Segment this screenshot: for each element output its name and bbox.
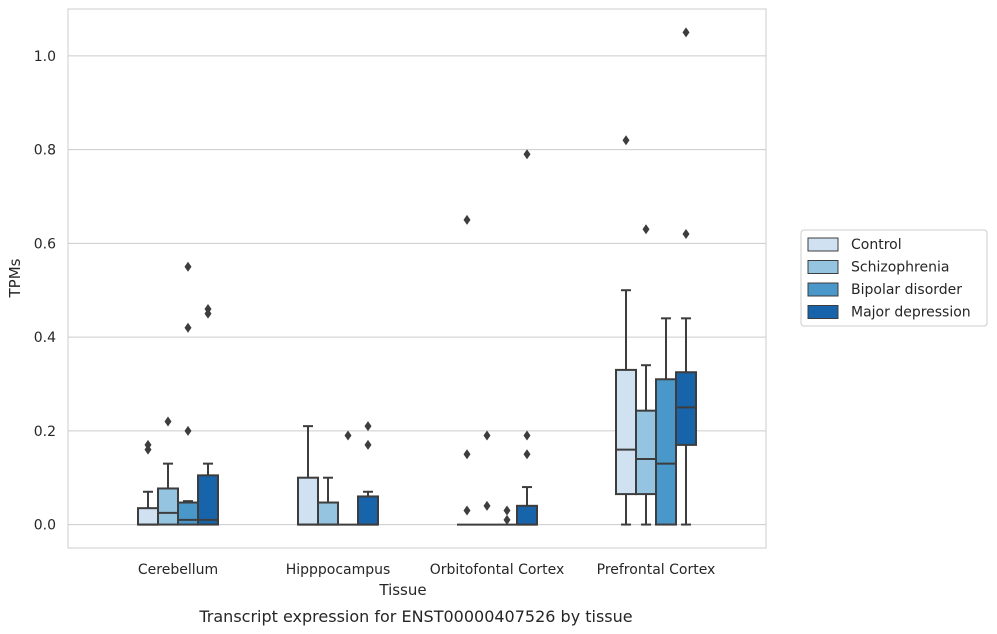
outlier-point bbox=[523, 430, 531, 441]
figure-caption: Transcript expression for ENST0000040752… bbox=[198, 607, 632, 626]
outlier-point bbox=[184, 261, 192, 272]
legend-swatch bbox=[807, 237, 839, 252]
box-iqr bbox=[655, 378, 677, 526]
box-plot bbox=[137, 490, 159, 526]
box-iqr bbox=[615, 368, 637, 496]
legend-item: Schizophrenia bbox=[807, 260, 949, 276]
outlier-point bbox=[682, 27, 690, 38]
outlier-point bbox=[364, 439, 372, 450]
box-plot bbox=[516, 486, 538, 526]
outlier-point bbox=[463, 505, 471, 516]
legend-swatch bbox=[807, 305, 839, 319]
legend-items: Control Schizophrenia Bipolar disorder Majo… bbox=[807, 237, 971, 321]
box-iqr bbox=[157, 487, 179, 526]
box-iqr bbox=[516, 504, 538, 526]
box-plot bbox=[655, 317, 677, 526]
box-iqr bbox=[197, 474, 219, 526]
box-plot bbox=[197, 462, 219, 526]
outlier-point bbox=[463, 449, 471, 460]
y-tick-label: 1.0 bbox=[34, 49, 56, 65]
legend: Control Schizophrenia Bipolar disorder Majo… bbox=[800, 229, 988, 327]
legend-label: Schizophrenia bbox=[851, 260, 949, 276]
x-tick-label: Prefrontal Cortex bbox=[597, 562, 716, 578]
x-axis-label: Tissue bbox=[378, 581, 426, 599]
outlier-point bbox=[184, 322, 192, 333]
y-tick-label: 0.2 bbox=[34, 424, 56, 440]
legend-swatch bbox=[807, 282, 839, 297]
legend-item: Bipolar disorder bbox=[807, 282, 962, 298]
outlier-point bbox=[483, 500, 491, 511]
legend-item: Major depression bbox=[807, 305, 971, 321]
box-iqr bbox=[357, 495, 379, 526]
y-tick-label: 0.6 bbox=[34, 236, 56, 252]
legend-label: Control bbox=[851, 237, 902, 253]
outlier-point bbox=[144, 439, 152, 450]
y-tick-label: 0.4 bbox=[34, 330, 56, 346]
x-axis-ticks: Cerebellum Hipppocampus Orbitofontal Corte… bbox=[138, 562, 715, 578]
legend-label: Major depression bbox=[851, 305, 971, 321]
outlier-points bbox=[144, 27, 690, 525]
box-plot bbox=[317, 476, 339, 526]
outlier-point bbox=[364, 421, 372, 432]
y-axis-ticks: 0.0 0.2 0.4 0.6 0.8 1.0 bbox=[34, 49, 56, 534]
outlier-point bbox=[184, 425, 192, 436]
legend-swatch bbox=[807, 260, 839, 274]
outlier-point bbox=[523, 149, 531, 160]
box-iqr bbox=[297, 476, 319, 526]
box-plot bbox=[157, 462, 179, 526]
outlier-point bbox=[164, 416, 172, 427]
box-plot bbox=[635, 364, 657, 526]
legend-item: Control bbox=[807, 237, 902, 253]
outlier-point bbox=[503, 505, 511, 516]
box-plot bbox=[615, 289, 637, 526]
box-iqr bbox=[137, 507, 159, 526]
y-tick-label: 0.0 bbox=[34, 518, 56, 534]
x-tick-label: Orbitofontal Cortex bbox=[430, 562, 565, 578]
box-plot bbox=[675, 317, 697, 526]
outlier-point bbox=[682, 228, 690, 239]
outlier-point bbox=[463, 214, 471, 225]
legend-label: Bipolar disorder bbox=[851, 282, 962, 298]
plot-frame bbox=[67, 8, 767, 549]
x-tick-label: Hipppocampus bbox=[286, 562, 391, 578]
box-plot bbox=[177, 500, 199, 526]
x-tick-label: Cerebellum bbox=[138, 562, 218, 578]
outlier-point bbox=[642, 224, 650, 235]
y-axis-label: TPMs bbox=[6, 258, 24, 298]
box-iqr bbox=[675, 371, 697, 446]
y-tick-label: 0.8 bbox=[34, 143, 56, 159]
box-iqr bbox=[635, 409, 657, 496]
outlier-point bbox=[483, 430, 491, 441]
outlier-point bbox=[523, 449, 531, 460]
box-plot bbox=[357, 490, 379, 526]
outlier-point bbox=[503, 514, 511, 525]
box-plots bbox=[137, 289, 697, 526]
outlier-point bbox=[622, 135, 630, 146]
box-plot bbox=[297, 425, 319, 526]
outlier-point bbox=[204, 303, 212, 314]
outlier-point bbox=[344, 430, 352, 441]
box-iqr bbox=[317, 501, 339, 526]
legend-frame bbox=[800, 229, 988, 327]
box-iqr bbox=[177, 501, 199, 526]
